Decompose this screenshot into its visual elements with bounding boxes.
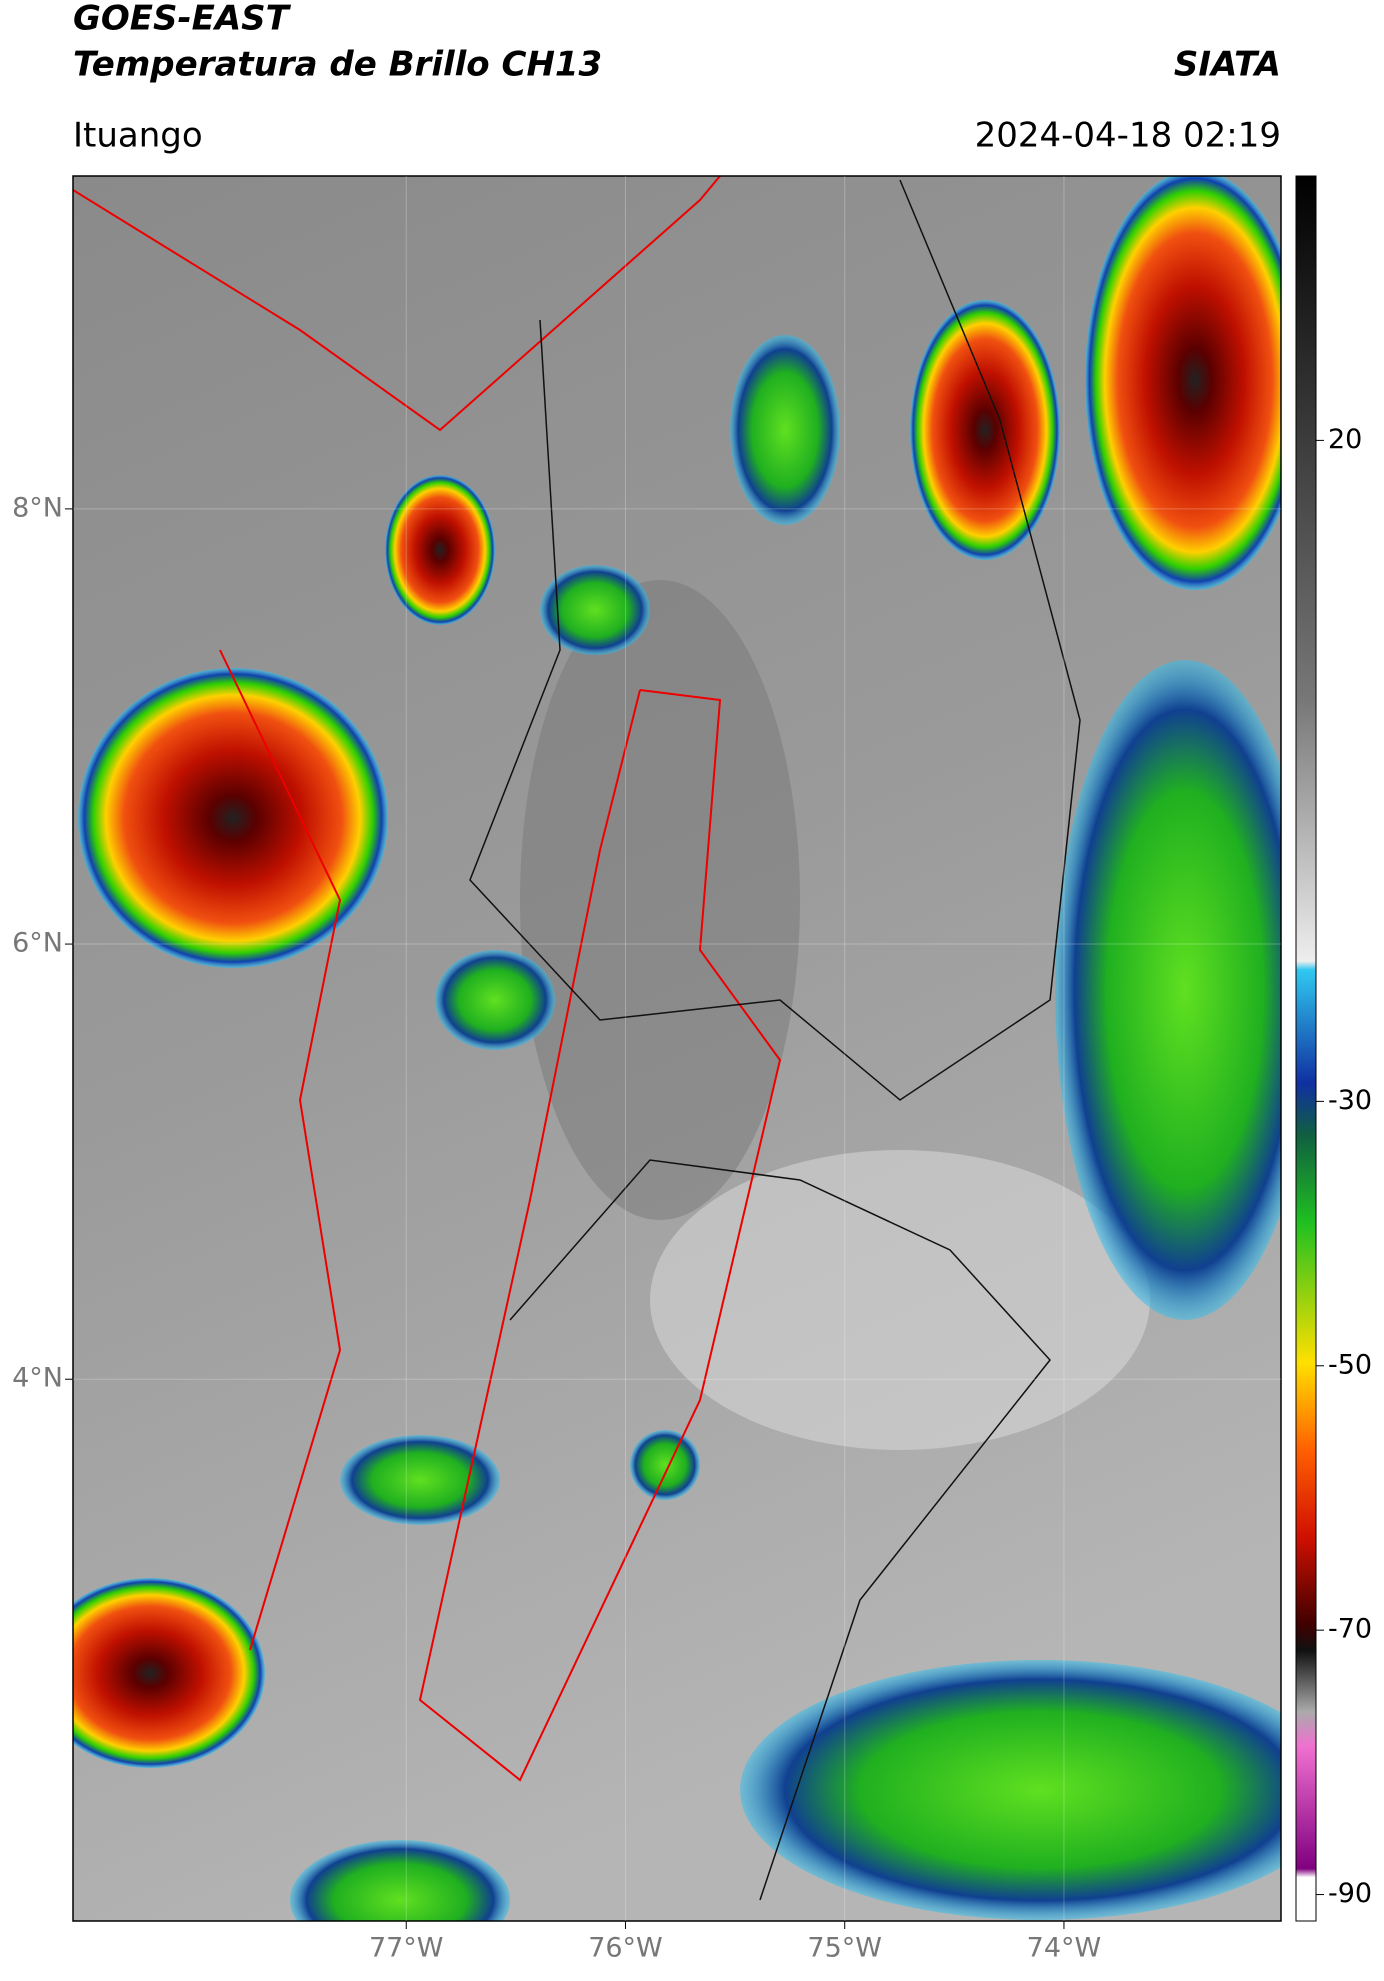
lat-tick-label: 8°N xyxy=(12,492,63,523)
map-imagery xyxy=(73,176,1281,1921)
colorbar-tick-label: 20 xyxy=(1328,424,1362,455)
lat-tick-label: 4°N xyxy=(12,1363,63,1394)
lon-tick-label: 76°W xyxy=(588,1933,663,1964)
datetime: 2024-04-18 02:19 xyxy=(975,116,1281,156)
colorbar-tick-label: -90 xyxy=(1328,1878,1372,1909)
title: GOES-EAST xyxy=(73,0,292,39)
lon-tick-label: 74°W xyxy=(1027,1933,1102,1964)
location: Ituango xyxy=(73,116,203,156)
lon-tick-label: 75°W xyxy=(807,1933,882,1964)
subtitle: Temperatura de Brillo CH13 xyxy=(73,45,602,85)
source: SIATA xyxy=(1174,45,1281,85)
lat-tick-label: 6°N xyxy=(12,928,63,959)
colorbar-tick-label: -30 xyxy=(1328,1085,1372,1116)
colorbar xyxy=(1295,175,1317,1922)
colorbar-tick-label: -50 xyxy=(1328,1349,1372,1380)
colorbar-tick-label: -70 xyxy=(1328,1614,1372,1645)
lon-tick-label: 77°W xyxy=(369,1933,444,1964)
map-frame xyxy=(72,175,1282,1922)
